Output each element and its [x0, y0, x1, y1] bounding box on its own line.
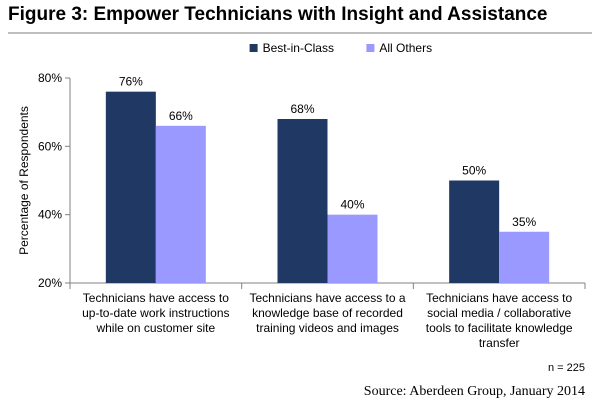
x-category-label: social media / collaborative: [427, 306, 571, 320]
legend-swatch-all-others: [366, 44, 375, 52]
y-tick-label: 60%: [38, 139, 62, 153]
legend-label-all-others: All Others: [379, 41, 432, 55]
bar-chart: Best-in-Class All Others 20% 40% 60% 80% Perce…: [17, 41, 586, 350]
bar-value-label: 68%: [290, 102, 314, 116]
legend-label-best-in-class: Best-in-Class: [263, 41, 334, 55]
bar-best-in-class-1: [105, 91, 156, 284]
y-tick-label: 20%: [38, 276, 62, 290]
x-category-label: knowledge base of recorded: [252, 306, 403, 320]
bar-value-label: 50%: [462, 164, 486, 178]
legend-swatch-best-in-class: [249, 44, 258, 52]
y-tick-label: 40%: [38, 208, 62, 222]
title-divider: [8, 32, 592, 34]
bar-value-label: 40%: [340, 198, 364, 212]
x-category-label: transfer: [479, 336, 520, 350]
bar-value-label: 35%: [512, 215, 536, 229]
x-category-label: Technicians have access to: [83, 291, 229, 305]
bar-best-in-class-2: [277, 119, 328, 283]
bar-best-in-class-3: [449, 180, 500, 283]
bar-all-others-3: [499, 231, 550, 283]
source-note: Source: Aberdeen Group, January 2014: [363, 384, 585, 399]
x-category-label: up-to-date work instructions: [82, 306, 229, 320]
y-tick-label: 80%: [38, 71, 62, 85]
x-category-label: tools to facilitate knowledge: [426, 321, 573, 335]
bar-all-others-2: [327, 214, 378, 283]
x-category-label: Technicians have access to: [426, 291, 572, 305]
y-axis-title: Percentage of Respondents: [17, 106, 31, 255]
bar-value-label: 66%: [169, 109, 193, 123]
x-category-label: Technicians have access to a: [249, 291, 405, 305]
x-category-label: while on customer site: [95, 321, 215, 335]
sample-size-note: n = 225: [547, 362, 585, 374]
bar-all-others-1: [155, 125, 206, 283]
bar-value-label: 76%: [119, 75, 143, 89]
x-category-label: training videos and images: [256, 321, 399, 335]
figure-title: Figure 3: Empower Technicians with Insig…: [8, 4, 548, 25]
